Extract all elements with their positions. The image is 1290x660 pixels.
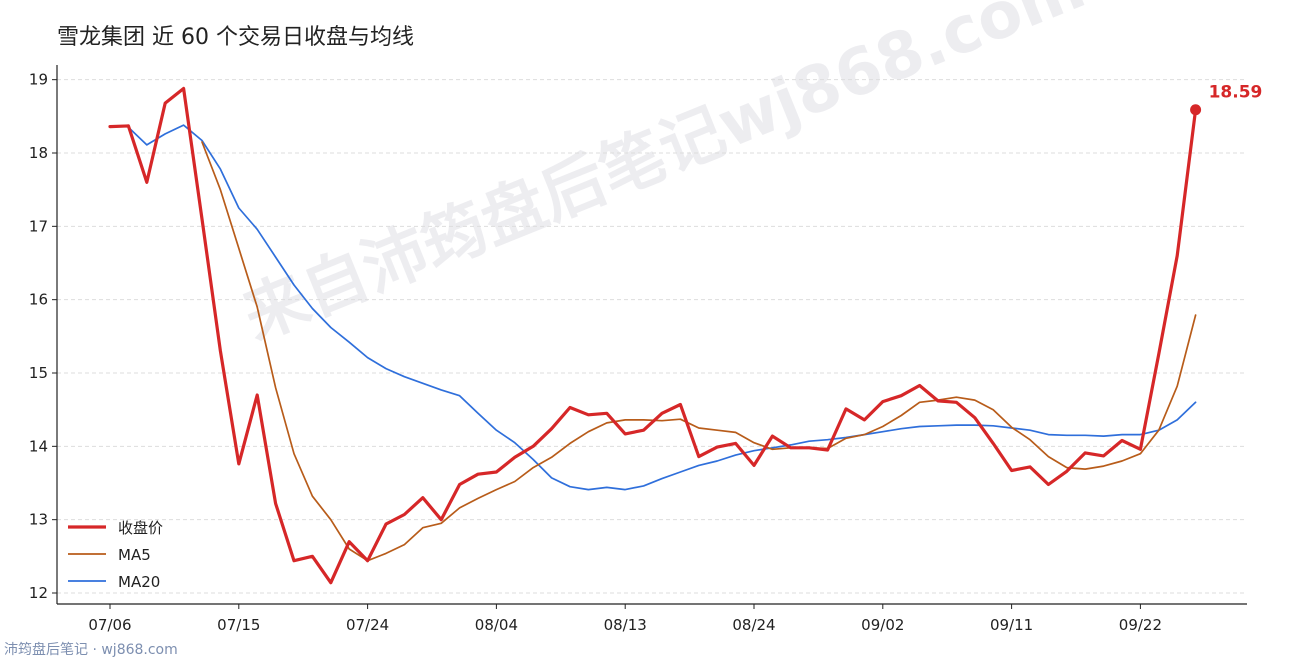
series-line-close — [108, 86, 1198, 585]
x-tick-label: 09/22 — [1119, 616, 1162, 634]
series-layer — [108, 86, 1198, 585]
legend: 收盘价 MA5 MA20 — [68, 519, 163, 591]
grid — [57, 79, 1247, 594]
y-tick-label: 16 — [29, 291, 48, 309]
footer-credit: 沛筠盘后笔记 · wj868.com — [4, 642, 178, 658]
legend-label: MA20 — [118, 573, 160, 591]
y-tick-label: 12 — [29, 584, 48, 602]
legend-close: 收盘价 — [68, 519, 163, 537]
x-tick-label: 09/11 — [990, 616, 1033, 634]
y-tick-label: 17 — [29, 217, 48, 235]
watermark: 来自沛筠盘后笔记wj868.com — [233, 0, 1095, 355]
y-axis-ticks: 12 13 14 15 16 17 18 19 — [29, 71, 57, 602]
x-tick-label: 08/13 — [604, 616, 647, 634]
x-tick-label: 09/02 — [861, 616, 904, 634]
legend-label: 收盘价 — [118, 519, 163, 537]
x-tick-label: 07/24 — [346, 616, 389, 634]
y-tick-label: 15 — [29, 364, 48, 382]
x-tick-label: 07/06 — [88, 616, 131, 634]
y-tick-label: 14 — [29, 437, 48, 455]
y-tick-label: 18 — [29, 144, 48, 162]
x-tick-label: 08/04 — [475, 616, 518, 634]
annotations: 18.59 — [1190, 83, 1262, 116]
y-tick-label: 13 — [29, 511, 48, 529]
legend-ma20: MA20 — [68, 573, 160, 591]
series-line-ma20 — [127, 124, 1197, 491]
last-close-point — [1190, 104, 1202, 116]
series-line-ma5 — [201, 141, 1197, 562]
legend-ma5: MA5 — [68, 546, 151, 564]
x-tick-label: 07/15 — [217, 616, 260, 634]
legend-label: MA5 — [118, 546, 151, 564]
last-close-label: 18.59 — [1209, 83, 1263, 103]
chart-title: 雪龙集团 近 60 个交易日收盘与均线 — [57, 25, 414, 50]
y-tick-label: 19 — [29, 71, 48, 89]
axes — [56, 65, 1247, 605]
x-tick-label: 08/24 — [732, 616, 775, 634]
x-axis-ticks: 07/06 07/15 07/24 08/04 08/13 08/24 09/02 09/11… — [88, 604, 1162, 634]
